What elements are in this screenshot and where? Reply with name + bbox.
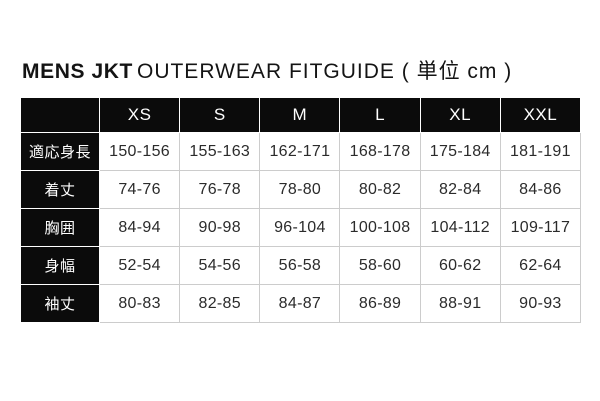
size-cell: 62-64 [499, 246, 582, 285]
size-cell: 100-108 [339, 208, 421, 247]
row-label-body-length: 着丈 [20, 170, 100, 209]
size-cell: 76-78 [179, 170, 261, 209]
size-cell: 104-112 [419, 208, 501, 247]
size-cell: 162-171 [259, 132, 341, 171]
page-title: MENS JKT OUTERWEAR FITGUIDE ( 単位 cm ) [22, 55, 512, 85]
size-cell: 90-98 [179, 208, 261, 247]
size-cell: 82-85 [179, 284, 261, 323]
table-row-sleeve: 袖丈 80-83 82-85 84-87 86-89 88-91 90-93 [20, 284, 582, 323]
size-cell: 82-84 [419, 170, 501, 209]
row-label-chest: 胸囲 [20, 208, 100, 247]
size-cell: 80-83 [98, 284, 181, 323]
size-cell: 52-54 [98, 246, 181, 285]
size-cell: 181-191 [499, 132, 582, 171]
col-header-xxl: XXL [499, 97, 582, 133]
col-header-s: S [179, 97, 261, 133]
size-cell: 150-156 [98, 132, 181, 171]
header-row: XS S M L XL XXL [20, 97, 582, 133]
size-cell: 54-56 [179, 246, 261, 285]
col-header-m: M [259, 97, 341, 133]
title-descriptor: OUTERWEAR FITGUIDE ( 単位 cm ) [136, 60, 513, 83]
size-cell: 78-80 [259, 170, 341, 209]
size-cell: 109-117 [499, 208, 582, 247]
row-label-height: 適応身長 [20, 132, 100, 171]
size-cell: 168-178 [339, 132, 421, 171]
size-cell: 175-184 [419, 132, 501, 171]
size-cell: 86-89 [339, 284, 421, 323]
size-table: XS S M L XL XXL 適応身長 150-156 155-163 162… [20, 97, 582, 323]
row-label-body-width: 身幅 [20, 246, 100, 285]
size-cell: 58-60 [339, 246, 421, 285]
size-cell: 80-82 [339, 170, 421, 209]
size-cell: 84-86 [499, 170, 582, 209]
size-cell: 88-91 [419, 284, 501, 323]
size-cell: 84-94 [98, 208, 181, 247]
size-cell: 74-76 [98, 170, 181, 209]
size-cell: 90-93 [499, 284, 582, 323]
table-row-body-width: 身幅 52-54 54-56 56-58 58-60 60-62 62-64 [20, 246, 582, 285]
table-row-height: 適応身長 150-156 155-163 162-171 168-178 175… [20, 132, 582, 171]
col-header-l: L [339, 97, 421, 133]
corner-cell [20, 97, 100, 133]
col-header-xs: XS [98, 97, 181, 133]
size-cell: 84-87 [259, 284, 341, 323]
col-header-xl: XL [419, 97, 501, 133]
size-cell: 96-104 [259, 208, 341, 247]
title-product: MENS JKT [22, 60, 133, 83]
table-row-body-length: 着丈 74-76 76-78 78-80 80-82 82-84 84-86 [20, 170, 582, 209]
row-label-sleeve: 袖丈 [20, 284, 100, 323]
size-cell: 155-163 [179, 132, 261, 171]
table-row-chest: 胸囲 84-94 90-98 96-104 100-108 104-112 10… [20, 208, 582, 247]
size-cell: 60-62 [419, 246, 501, 285]
size-cell: 56-58 [259, 246, 341, 285]
